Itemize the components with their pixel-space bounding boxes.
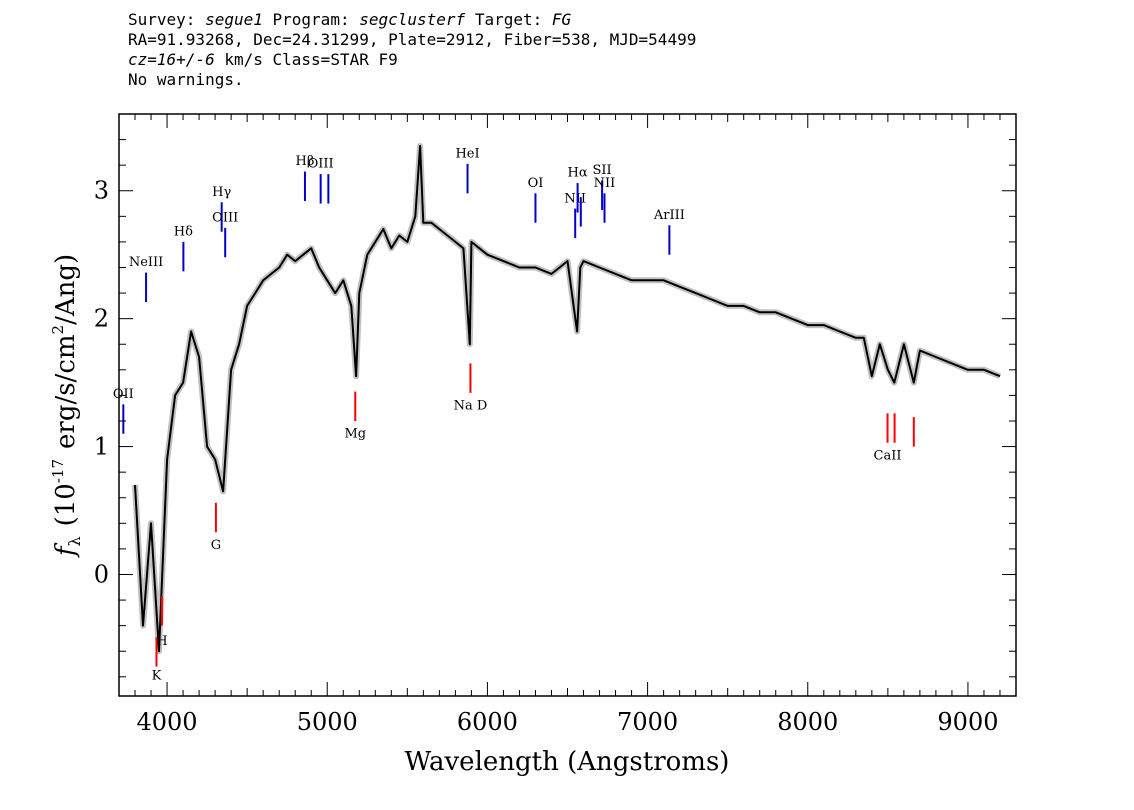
cz-value: cz=16+/-6 [128, 50, 215, 69]
spectral-line-label: Hβ [296, 154, 315, 169]
x-axis-title: Wavelength (Angstroms) [405, 747, 730, 777]
x-tick-label: 4000 [137, 708, 198, 736]
warnings-line: No warnings. [128, 70, 244, 89]
y-axis-subscript: λ [65, 536, 84, 546]
target-label: Target: [474, 10, 543, 29]
spectral-line-label: Mg [344, 427, 366, 442]
spectral-line-label: H [156, 634, 167, 649]
spectral-line-label: OIII [308, 157, 334, 172]
spectral-line-label: Na D [454, 398, 488, 413]
y-tick-label: 2 [94, 305, 109, 333]
program-label: Program: [272, 10, 350, 29]
header-line-3: cz=16+/-6 km/s Class=STAR F9 [128, 50, 696, 70]
spectral-line-label: OI [528, 176, 544, 191]
spectral-line-label: Hα [568, 166, 588, 181]
spectral-line-label: NeIII [129, 255, 163, 270]
survey-label: Survey: [128, 10, 196, 29]
y-axis-text-3: /Ang) [51, 254, 81, 325]
spectrum-header: Survey: segue1 Program: segclusterf Targ… [128, 10, 696, 90]
y-tick-label: 1 [94, 433, 109, 461]
x-tick-label: 8000 [777, 708, 838, 736]
spectral-line-label: K [152, 668, 162, 683]
series-layer [132, 143, 1002, 655]
spectral-line-label: HeI [455, 146, 479, 161]
y-axis-exp-1: -17 [49, 459, 67, 483]
x-tick-label: 7000 [617, 708, 678, 736]
y-axis-text-2: erg/s/cm [51, 334, 81, 449]
spectral-line-label: NII [564, 191, 586, 206]
survey-value: segue1 [205, 10, 263, 29]
spectral-line-label: ArIII [653, 208, 685, 223]
y-tick-label: 0 [94, 560, 109, 588]
spectral-line-label: OII [113, 387, 134, 402]
spectral-line-label: Hγ [212, 185, 231, 200]
header-line-2: RA=91.93268, Dec=24.31299, Plate=2912, F… [128, 30, 697, 49]
x-tick-label: 9000 [937, 708, 998, 736]
cz-units: km/s [224, 50, 263, 69]
spectral-line-label: Hδ [174, 225, 193, 240]
y-axis-text-1: (10 [51, 483, 81, 526]
program-value: segclusterf [359, 10, 466, 29]
header-line-1: Survey: segue1 Program: segclusterf Targ… [128, 10, 696, 30]
x-tick-label: 6000 [457, 708, 518, 736]
ticks-layer: 4000 5000 6000 7000 8000 9000 0 1 2 3 [94, 114, 1016, 736]
y-axis-title: fλ(10-17erg/s/cm2/Ang) [49, 254, 84, 558]
spectral-line-label: NII [594, 176, 616, 191]
error-envelope [132, 143, 1002, 655]
class-label: Class=STAR F9 [272, 50, 398, 69]
spectral-line-label: OIII [212, 210, 238, 225]
x-tick-label: 5000 [297, 708, 358, 736]
y-axis-exp-2: 2 [49, 325, 67, 335]
y-tick-label: 3 [94, 177, 109, 205]
target-value: FG [551, 10, 572, 29]
spectral-line-label: G [211, 538, 221, 553]
spectral-line-label: CaII [874, 448, 902, 463]
spectral-line-label: SII [593, 163, 612, 178]
flux-spectrum-line [134, 145, 1001, 653]
